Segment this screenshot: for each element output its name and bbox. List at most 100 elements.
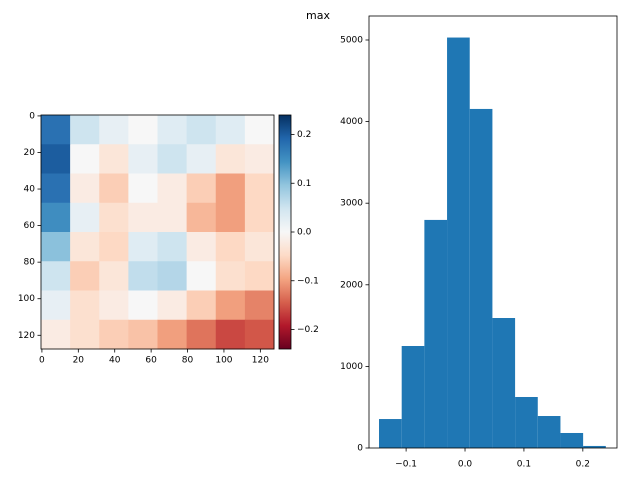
heatmap-cell: [70, 319, 100, 350]
y-tick-label: 0: [29, 111, 35, 121]
heatmap-cell: [41, 202, 71, 233]
heatmap-cell: [128, 232, 158, 262]
colorbar: [279, 115, 291, 349]
heatmap-cell: [41, 173, 71, 204]
heatmap-cell: [128, 144, 158, 174]
heatmap-cell: [41, 261, 71, 291]
histogram-bar: [379, 419, 402, 448]
x-tick-label: −0.1: [395, 460, 417, 470]
heatmap-cell: [215, 232, 246, 262]
y-tick-label: 60: [24, 221, 36, 231]
plot-frame: [368, 15, 618, 449]
heatmap-cell: [244, 173, 275, 204]
chart-title: max: [306, 9, 330, 22]
x-tick-label: 0.0: [458, 460, 473, 470]
heatmap-cell: [215, 319, 246, 350]
colorbar-tick-label: 0.0: [297, 228, 312, 238]
heatmap-cell: [157, 144, 188, 174]
heatmap-cell: [186, 115, 217, 145]
heatmap-cell: [244, 290, 275, 321]
heatmap-cell: [99, 202, 129, 233]
heatmap-cell: [157, 115, 188, 145]
heatmap-cell: [244, 232, 275, 262]
heatmap-cell: [215, 290, 246, 321]
histogram-bar: [583, 445, 606, 448]
y-tick-label: 2000: [340, 280, 363, 290]
x-tick-label: 100: [215, 356, 232, 366]
heatmap-cell: [99, 173, 129, 204]
heatmap-cell: [186, 202, 217, 233]
heatmap-cell: [244, 261, 275, 291]
heatmap-cell: [186, 290, 217, 321]
colorbar-tick-label: 0.1: [297, 179, 311, 189]
y-tick-label: 0: [357, 444, 363, 454]
x-tick-label: 0.2: [576, 460, 590, 470]
heatmap-cell: [128, 319, 158, 350]
heatmap-cell: [244, 202, 275, 233]
y-tick-label: 1000: [340, 362, 363, 372]
heatmap-cell: [157, 202, 188, 233]
x-tick-label: 80: [182, 356, 194, 366]
histogram-bar: [447, 37, 470, 448]
heatmap-cell: [244, 144, 275, 174]
y-tick-label: 80: [24, 258, 36, 268]
histogram-bar: [560, 432, 584, 448]
heatmap-cell: [70, 232, 100, 262]
heatmap-cell: [99, 261, 129, 291]
colorbar-tick-label: −0.2: [297, 325, 319, 335]
heatmap-cell: [186, 232, 217, 262]
heatmap-cell: [99, 319, 129, 350]
heatmap-cell: [41, 115, 71, 145]
heatmap-cell: [99, 115, 129, 145]
heatmap-cell: [70, 115, 100, 145]
histogram-bar: [537, 416, 561, 448]
y-tick-label: 20: [24, 148, 36, 158]
heatmap-cell: [157, 290, 188, 321]
heatmap-cell: [41, 319, 71, 350]
heatmap-cell: [70, 202, 100, 233]
heatmap-cell: [186, 261, 217, 291]
heatmap-cell: [215, 173, 246, 204]
heatmap-cell: [70, 173, 100, 204]
heatmap-cell: [41, 232, 71, 262]
colorbar-tick-label: 0.2: [297, 130, 311, 140]
heatmap-cell: [128, 261, 158, 291]
histogram-bar: [401, 345, 425, 448]
heatmap-cell: [215, 115, 246, 145]
y-tick-label: 3000: [340, 199, 363, 209]
heatmap-cell: [186, 173, 217, 204]
heatmap-cell: [157, 261, 188, 291]
y-tick-label: 120: [18, 331, 35, 341]
heatmap-cell: [215, 144, 246, 174]
x-tick-label: 40: [109, 356, 121, 366]
heatmap-cell: [186, 319, 217, 350]
heatmap-cell: [157, 173, 188, 204]
x-tick-label: 120: [252, 356, 269, 366]
heatmap-cell: [70, 290, 100, 321]
heatmap-cell: [128, 290, 158, 321]
histogram-bar: [515, 396, 538, 448]
heatmap-cell: [186, 144, 217, 174]
x-tick-label: 60: [145, 356, 157, 366]
histogram-bar: [424, 219, 448, 448]
heatmap-cell: [157, 319, 188, 350]
histogram-bar: [469, 108, 493, 449]
x-tick-label: 20: [73, 356, 85, 366]
heatmap-cell: [128, 202, 158, 233]
heatmap-cell: [244, 115, 275, 145]
colorbar-tick-label: −0.1: [297, 276, 319, 286]
plot-frame: [40, 114, 275, 350]
heatmap-cell: [157, 232, 188, 262]
heatmap-cell: [128, 173, 158, 204]
heatmap-cell: [215, 202, 246, 233]
x-tick-label: 0: [39, 356, 45, 366]
heatmap-cell: [244, 319, 275, 350]
heatmap-cell: [99, 290, 129, 321]
heatmap-cell: [128, 115, 158, 145]
heatmap-cell: [70, 144, 100, 174]
y-tick-label: 100: [18, 294, 35, 304]
x-tick-label: 0.1: [517, 460, 531, 470]
y-tick-label: 40: [24, 185, 36, 195]
heatmap-cell: [70, 261, 100, 291]
